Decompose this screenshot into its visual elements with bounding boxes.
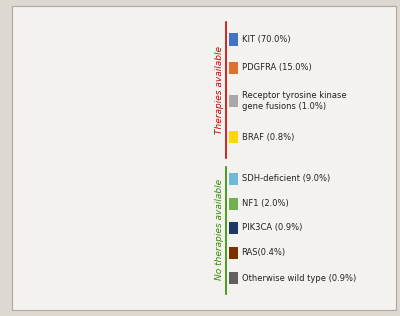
- Text: NF1 (2.0%): NF1 (2.0%): [242, 199, 288, 208]
- Text: BRAF (0.8%): BRAF (0.8%): [242, 133, 294, 142]
- Wedge shape: [124, 103, 217, 187]
- Text: No therapies available: No therapies available: [215, 179, 224, 280]
- Text: SDH-deficient (9.0%): SDH-deficient (9.0%): [242, 174, 330, 183]
- Text: KIT (70.0%): KIT (70.0%): [242, 35, 290, 44]
- Wedge shape: [124, 65, 129, 158]
- Wedge shape: [124, 65, 132, 158]
- Wedge shape: [124, 66, 148, 158]
- Text: Receptor tyrosine kinase
gene fusions (1.0%): Receptor tyrosine kinase gene fusions (1…: [242, 91, 346, 111]
- Text: Otherwise wild type (0.9%): Otherwise wild type (0.9%): [242, 274, 356, 283]
- Wedge shape: [124, 99, 199, 158]
- Wedge shape: [124, 68, 192, 158]
- Wedge shape: [124, 65, 137, 158]
- Text: Therapies available: Therapies available: [215, 46, 224, 134]
- Wedge shape: [31, 65, 212, 251]
- Text: PDGFRA (15.0%): PDGFRA (15.0%): [242, 64, 311, 72]
- Text: RAS(0.4%): RAS(0.4%): [242, 248, 286, 257]
- Wedge shape: [124, 95, 196, 158]
- Text: PIK3CA (0.9%): PIK3CA (0.9%): [242, 223, 302, 232]
